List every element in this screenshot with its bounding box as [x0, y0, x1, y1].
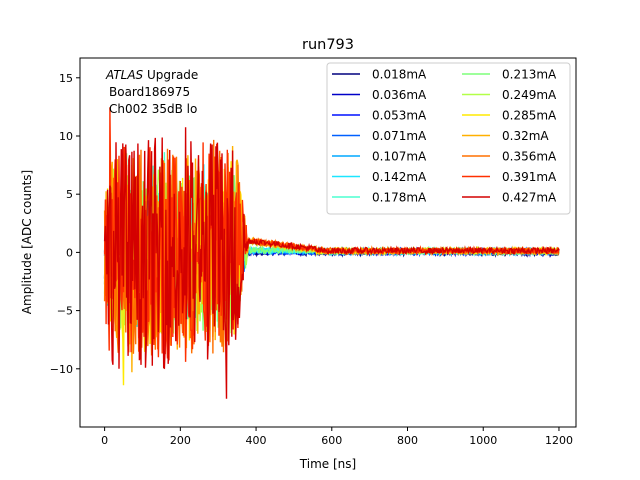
y-tick-label: 15 [59, 72, 73, 85]
y-axis: −10 −5 0 5 10 15 [50, 72, 80, 376]
legend-label: 0.107mA [372, 150, 427, 164]
legend-label: 0.249mA [502, 88, 557, 102]
legend-label: 0.053mA [372, 109, 427, 123]
legend-label: 0.285mA [502, 109, 557, 123]
y-axis-label: Amplitude [ADC counts] [20, 170, 34, 314]
annotation-upgrade: Upgrade [143, 68, 198, 82]
y-tick-label: −10 [50, 363, 73, 376]
legend-label: 0.036mA [372, 88, 427, 102]
x-tick-label: 600 [321, 434, 342, 447]
legend-label: 0.356mA [502, 150, 557, 164]
x-axis: 0 200 400 600 800 1000 1200 [101, 427, 573, 447]
plot-frame [79, 57, 577, 428]
y-tick-label: 0 [66, 246, 73, 259]
legend-label: 0.32mA [502, 129, 549, 143]
x-tick-label: 1000 [469, 434, 497, 447]
legend-label: 0.178mA [372, 191, 427, 205]
svg-text:ATLAS Upgrade: ATLAS Upgrade [105, 68, 198, 82]
y-tick-label: 10 [59, 130, 73, 143]
y-tick-label: −5 [57, 305, 73, 318]
annotation-atlas: ATLAS [105, 68, 144, 82]
legend-label: 0.213mA [502, 68, 557, 82]
legend-label: 0.142mA [372, 170, 427, 184]
series-line [103, 127, 560, 399]
x-tick-label: 400 [246, 434, 267, 447]
annotation-block: ATLAS Upgrade Board186975 Ch002 35dB lo [105, 68, 198, 116]
legend-label: 0.018mA [372, 68, 427, 82]
legend-label: 0.391mA [502, 170, 557, 184]
legend-box [326, 62, 571, 215]
legend: 0.018mA 0.036mA 0.053mA 0.071mA 0.107mA 0.142… [326, 62, 571, 215]
legend-label: 0.427mA [502, 191, 557, 205]
annotation-board: Board186975 [109, 85, 190, 99]
legend-label: 0.071mA [372, 129, 427, 143]
chart-title: run793 [302, 37, 354, 53]
series-layer [103, 107, 560, 399]
x-tick-label: 1200 [545, 434, 573, 447]
y-tick-label: 5 [66, 188, 73, 201]
x-tick-label: 0 [101, 434, 108, 447]
x-axis-label: Time [ns] [299, 457, 356, 471]
x-tick-label: 800 [397, 434, 418, 447]
x-tick-label: 200 [170, 434, 191, 447]
annotation-channel: Ch002 35dB lo [109, 102, 197, 116]
